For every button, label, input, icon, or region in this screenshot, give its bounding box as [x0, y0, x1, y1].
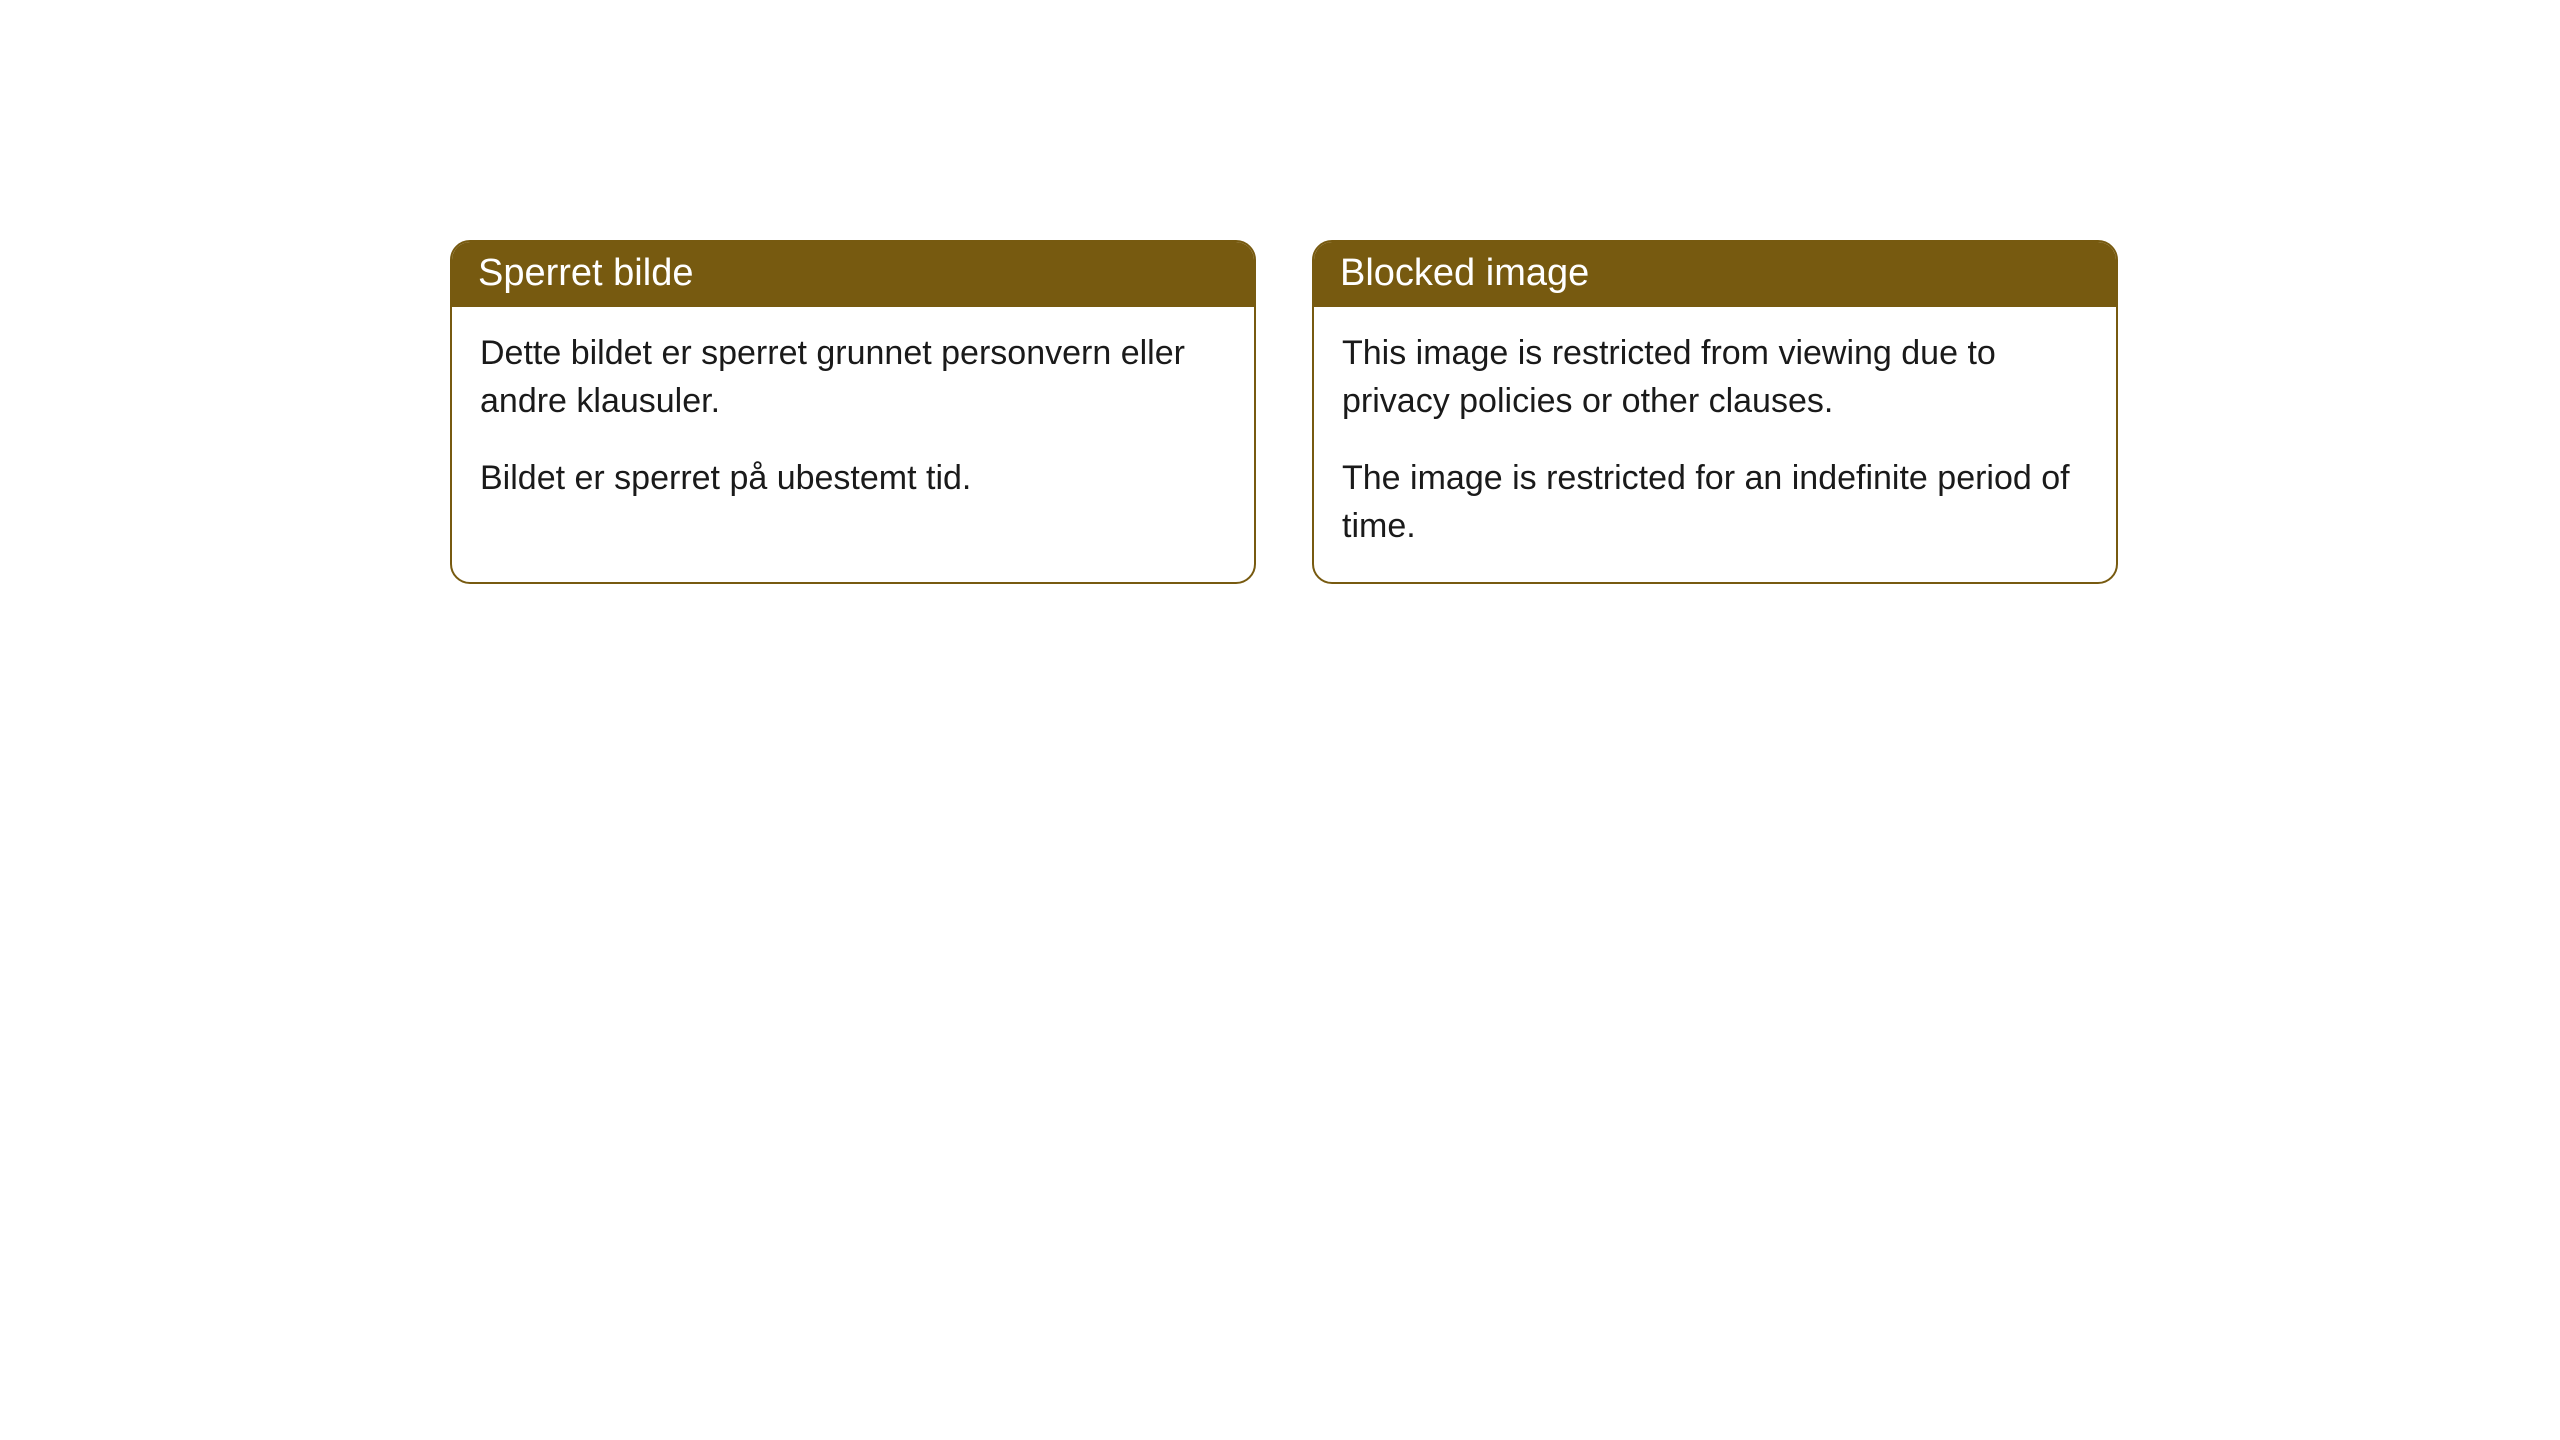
card-paragraph-2-norwegian: Bildet er sperret på ubestemt tid.: [480, 454, 1226, 502]
cards-container: Sperret bilde Dette bildet er sperret gr…: [0, 0, 2560, 584]
card-paragraph-1-english: This image is restricted from viewing du…: [1342, 329, 2088, 426]
card-title-norwegian: Sperret bilde: [452, 242, 1254, 307]
blocked-image-card-english: Blocked image This image is restricted f…: [1312, 240, 2118, 584]
card-body-norwegian: Dette bildet er sperret grunnet personve…: [452, 307, 1254, 534]
card-title-english: Blocked image: [1314, 242, 2116, 307]
card-body-english: This image is restricted from viewing du…: [1314, 307, 2116, 582]
blocked-image-card-norwegian: Sperret bilde Dette bildet er sperret gr…: [450, 240, 1256, 584]
card-paragraph-2-english: The image is restricted for an indefinit…: [1342, 454, 2088, 551]
card-paragraph-1-norwegian: Dette bildet er sperret grunnet personve…: [480, 329, 1226, 426]
